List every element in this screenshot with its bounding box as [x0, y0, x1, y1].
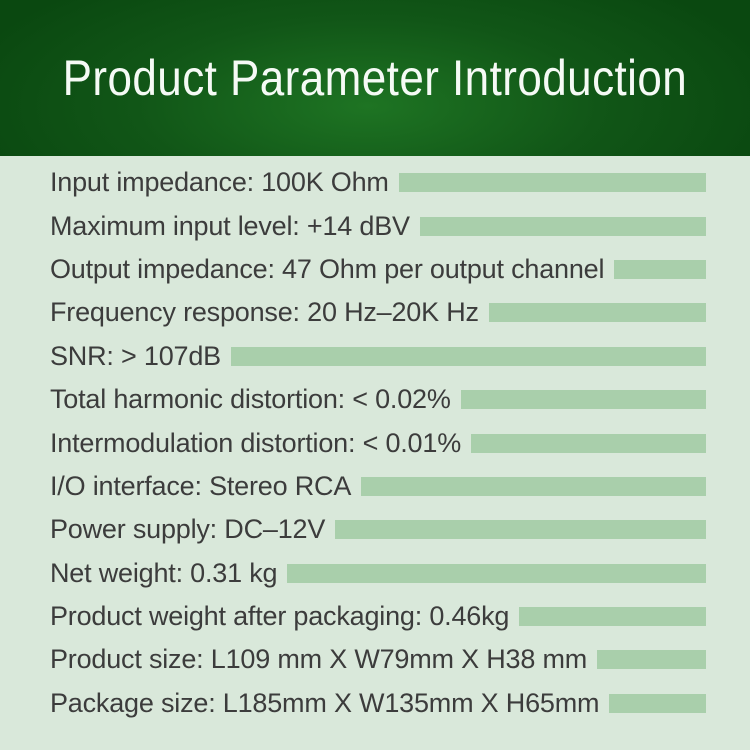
parameter-row: Output impedance: 47 Ohm per output chan…: [50, 248, 706, 291]
parameter-row: Product weight after packaging: 0.46kg: [50, 595, 706, 638]
parameter-row: SNR: > 107dB: [50, 335, 706, 378]
parameter-highlight-bar: [614, 259, 706, 279]
parameter-text: Frequency response: 20 Hz–20K Hz: [50, 297, 479, 328]
parameter-highlight-bar: [287, 563, 706, 583]
parameter-highlight-bar: [597, 650, 706, 670]
page-header: Product Parameter Introduction: [0, 0, 750, 156]
parameter-highlight-bar: [460, 390, 706, 410]
parameter-row: Package size: L185mm X W135mm X H65mm: [50, 682, 706, 725]
parameter-highlight-bar: [335, 520, 706, 540]
parameter-text: Output impedance: 47 Ohm per output chan…: [50, 253, 605, 284]
parameter-row: Frequency response: 20 Hz–20K Hz: [50, 291, 706, 334]
parameter-highlight-bar: [230, 346, 706, 366]
parameter-row: Intermodulation distortion: < 0.01%: [50, 421, 706, 464]
parameter-text: Product weight after packaging: 0.46kg: [50, 601, 510, 632]
parameter-highlight-bar: [471, 433, 706, 453]
parameter-highlight-bar: [488, 303, 706, 323]
parameter-row: Maximum input level: +14 dBV: [50, 204, 706, 247]
parameter-highlight-bar: [519, 607, 706, 627]
parameter-row: Total harmonic distortion: < 0.02%: [50, 378, 706, 421]
parameter-highlight-bar: [419, 216, 706, 236]
parameter-text: I/O interface: Stereo RCA: [50, 470, 352, 501]
parameter-highlight-bar: [398, 173, 706, 193]
parameter-text: Maximum input level: +14 dBV: [50, 210, 410, 241]
parameter-text: Total harmonic distortion: < 0.02%: [50, 384, 451, 415]
parameter-text: Net weight: 0.31 kg: [50, 557, 278, 588]
parameter-text: Input impedance: 100K Ohm: [50, 167, 389, 198]
page-title: Product Parameter Introduction: [62, 50, 688, 106]
parameter-list: Input impedance: 100K Ohm Maximum input l…: [0, 156, 750, 750]
parameter-row: Input impedance: 100K Ohm: [50, 161, 706, 204]
parameter-highlight-bar: [361, 476, 706, 496]
parameter-row: Net weight: 0.31 kg: [50, 552, 706, 595]
parameter-row: I/O interface: Stereo RCA: [50, 465, 706, 508]
parameter-text: Product size: L109 mm X W79mm X H38 mm: [50, 644, 588, 675]
parameter-text: Intermodulation distortion: < 0.01%: [50, 427, 461, 458]
parameter-row: Product size: L109 mm X W79mm X H38 mm: [50, 638, 706, 681]
parameter-text: SNR: > 107dB: [50, 340, 221, 371]
parameter-text: Package size: L185mm X W135mm X H65mm: [50, 687, 600, 718]
parameter-text: Power supply: DC–12V: [50, 514, 326, 545]
parameter-highlight-bar: [609, 693, 706, 713]
parameter-row: Power supply: DC–12V: [50, 508, 706, 551]
